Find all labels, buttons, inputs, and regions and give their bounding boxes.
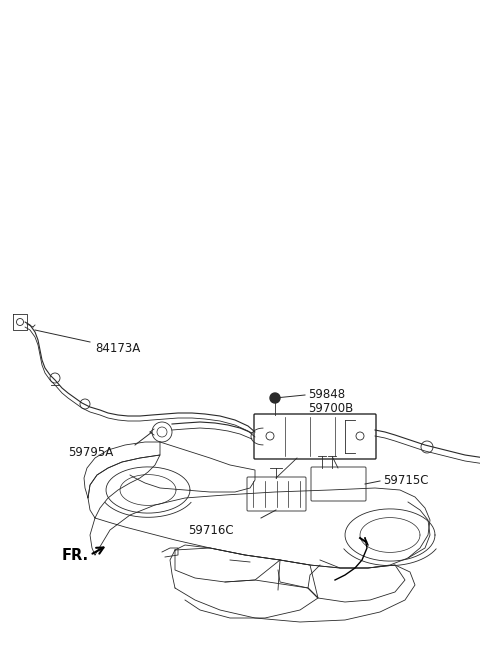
- Text: 59716C: 59716C: [188, 523, 234, 536]
- Text: 59715C: 59715C: [383, 474, 429, 487]
- Text: FR.: FR.: [62, 548, 89, 563]
- Text: 84173A: 84173A: [95, 341, 140, 354]
- FancyBboxPatch shape: [311, 467, 366, 501]
- Text: 59700B: 59700B: [308, 402, 353, 415]
- FancyBboxPatch shape: [254, 414, 376, 459]
- FancyBboxPatch shape: [247, 477, 306, 511]
- Text: 59848: 59848: [308, 388, 345, 402]
- Text: 59795A: 59795A: [68, 445, 113, 458]
- Circle shape: [270, 393, 280, 403]
